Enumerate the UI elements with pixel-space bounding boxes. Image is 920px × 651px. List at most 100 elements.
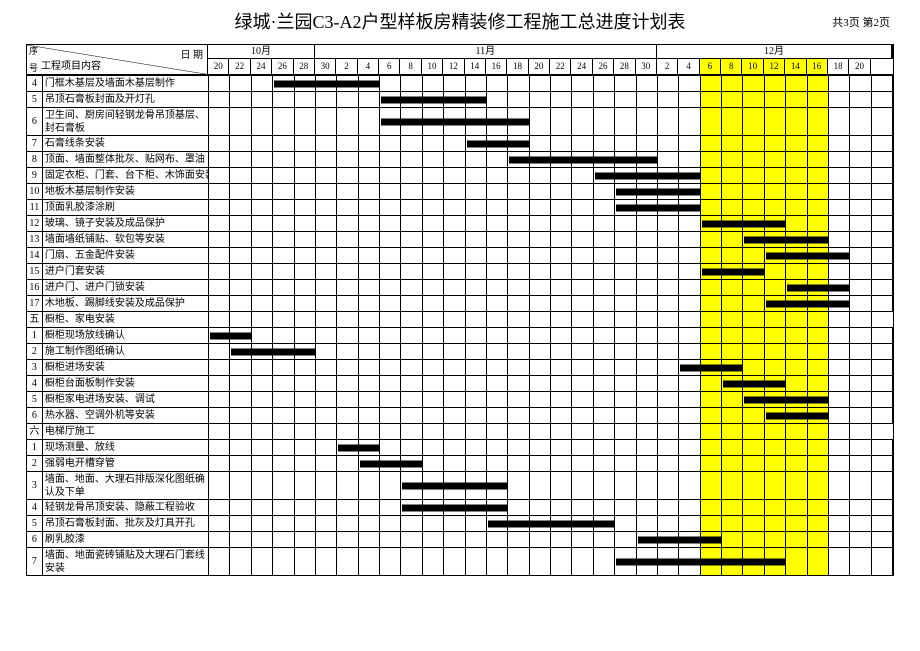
grid-cell (572, 264, 593, 279)
grid-cell (359, 376, 380, 391)
grid-cell (273, 548, 294, 575)
grid-cell (829, 136, 850, 151)
grid-cell (359, 532, 380, 547)
gantt-bar (338, 444, 379, 451)
grid-cell (572, 408, 593, 423)
grid-cell (209, 392, 230, 407)
grid-cell (209, 516, 230, 531)
grid-cell (722, 136, 743, 151)
table-row: 10地板木基层制作安装 (27, 183, 893, 199)
grid-cell (273, 280, 294, 295)
grid-cell (508, 200, 529, 215)
day-cell: 20 (208, 59, 229, 74)
grid-cell (423, 136, 444, 151)
grid-cell (594, 280, 615, 295)
grid-cell (295, 184, 316, 199)
grid-cell (658, 360, 679, 375)
grid-cell (572, 136, 593, 151)
grid-cell (337, 516, 358, 531)
grid-cell (572, 500, 593, 515)
grid-cell (551, 312, 572, 327)
grid-cell (359, 392, 380, 407)
grid-cell (359, 408, 380, 423)
grid-cell (808, 136, 829, 151)
grid-cell (850, 296, 871, 311)
grid-cell (252, 200, 273, 215)
grid-cell (466, 360, 487, 375)
grid-cell (594, 392, 615, 407)
grid-cell (359, 548, 380, 575)
grid-cell (637, 360, 658, 375)
grid-cell (637, 76, 658, 91)
grid-cell (786, 92, 807, 107)
grid-cell (594, 500, 615, 515)
grid-cell (295, 376, 316, 391)
grid-cell (551, 360, 572, 375)
grid-cell (829, 424, 850, 439)
grid-cell (701, 344, 722, 359)
day-cell: 12 (443, 59, 464, 74)
grid-cell (615, 408, 636, 423)
grid-cell (337, 376, 358, 391)
grid-cell (423, 76, 444, 91)
grid-cell (380, 424, 401, 439)
seq-cell: 五 (27, 312, 43, 327)
grid-cell (337, 108, 358, 135)
grid-cell (572, 360, 593, 375)
bars-container (209, 424, 893, 439)
grid-cell (380, 516, 401, 531)
grid-cell (594, 360, 615, 375)
grid-cell (295, 248, 316, 263)
grid-cell (658, 312, 679, 327)
grid-cell (701, 136, 722, 151)
grid-cell (295, 328, 316, 343)
grid-cell (209, 376, 230, 391)
grid-cell (551, 532, 572, 547)
grid-cell (380, 76, 401, 91)
grid-cell (679, 136, 700, 151)
table-row: 4轻钢龙骨吊顶安装、隐蔽工程验收 (27, 499, 893, 515)
grid-cell (337, 92, 358, 107)
grid-cell (401, 392, 422, 407)
grid-cell (401, 328, 422, 343)
grid-cell (551, 108, 572, 135)
grid-cell (551, 456, 572, 471)
grid-cell (786, 264, 807, 279)
grid-cell (530, 264, 551, 279)
grid-cell (637, 232, 658, 247)
grid-cell (508, 296, 529, 311)
day-cell: 30 (636, 59, 657, 74)
seq-cell: 4 (27, 76, 43, 91)
grid-cell (295, 456, 316, 471)
gantt-bar (638, 536, 722, 543)
grid-cell (872, 296, 893, 311)
grid-cell (252, 328, 273, 343)
grid-cell (594, 532, 615, 547)
grid-cell (337, 424, 358, 439)
grid-cell (337, 532, 358, 547)
grid-cell (679, 152, 700, 167)
grid-cell (786, 440, 807, 455)
grid-cell (572, 376, 593, 391)
table-row: 12玻璃、镜子安装及成品保护 (27, 215, 893, 231)
grid-cell (273, 248, 294, 263)
grid-cell (594, 456, 615, 471)
grid-cell (423, 392, 444, 407)
grid-cell (466, 344, 487, 359)
grid-cell (508, 216, 529, 231)
grid-cell (872, 312, 893, 327)
grid-cell (209, 108, 230, 135)
day-cell: 10 (422, 59, 443, 74)
day-cell: 14 (465, 59, 486, 74)
grid-cell (252, 248, 273, 263)
grid-cell (551, 296, 572, 311)
grid-cell (316, 312, 337, 327)
grid-cell (808, 456, 829, 471)
bars-container (209, 344, 893, 359)
grid-cell (850, 456, 871, 471)
grid-cell (444, 360, 465, 375)
day-cell: 22 (550, 59, 571, 74)
grid-cell (786, 76, 807, 91)
grid-cell (401, 360, 422, 375)
grid-cell (829, 232, 850, 247)
